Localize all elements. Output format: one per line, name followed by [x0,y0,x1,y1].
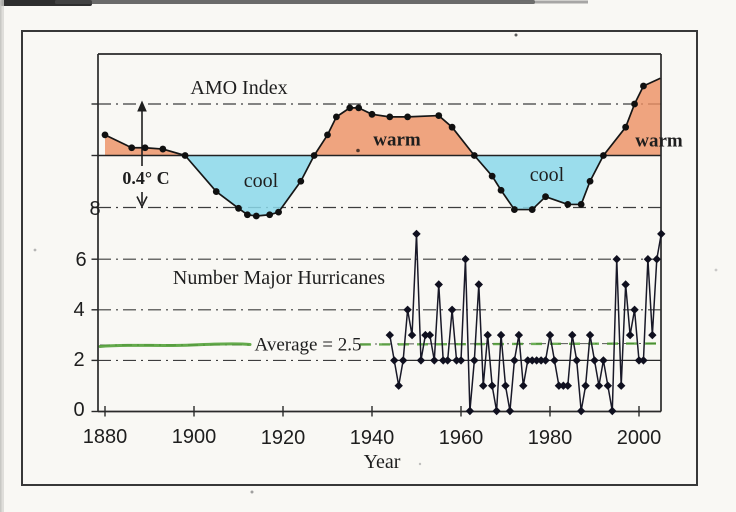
xtick-label-1900: 1900 [171,426,217,448]
xtick-label-1920: 1920 [260,427,306,449]
ytick-label-4: 4 [73,299,85,321]
average-line [98,342,657,348]
xtick-label-1940: 1940 [349,427,395,449]
amo-series [101,77,661,220]
ytick-label-8: 8 [89,198,101,220]
xtick-label-1880: 1880 [82,426,128,448]
warm-fill [314,107,475,156]
cool-fill [474,155,604,210]
scan-artifacts [0,0,718,512]
cool-fill [185,155,315,217]
xtick-label-1980: 1980 [527,427,573,449]
region-label-cool-late: cool [529,164,565,186]
region-label-cool-early: cool [243,170,279,192]
figure-border [21,30,698,486]
region-label-warm-mid: warm [373,129,421,151]
xtick-label-2000: 2000 [616,427,662,449]
amo-panel-title: AMO Index [190,77,288,99]
hurricane-series [385,229,666,416]
hurricane-panel-title: Number Major Hurricanes [172,267,386,289]
amo-range-annotation: 0.4° C [122,168,170,188]
xtick-label-1960: 1960 [438,427,484,449]
amo-range-arrow [136,100,148,209]
axis-ticks [91,103,640,417]
average-line-label: Average = 2.5 [254,334,362,356]
ytick-label-2: 2 [73,349,85,371]
xaxis-title-year: Year [363,451,401,473]
warm-fill [603,78,661,156]
amo-fills [105,78,661,217]
ytick-label-0: 0 [73,399,85,421]
region-label-warm-recent: warm [635,130,683,152]
ytick-label-6: 6 [75,249,87,271]
